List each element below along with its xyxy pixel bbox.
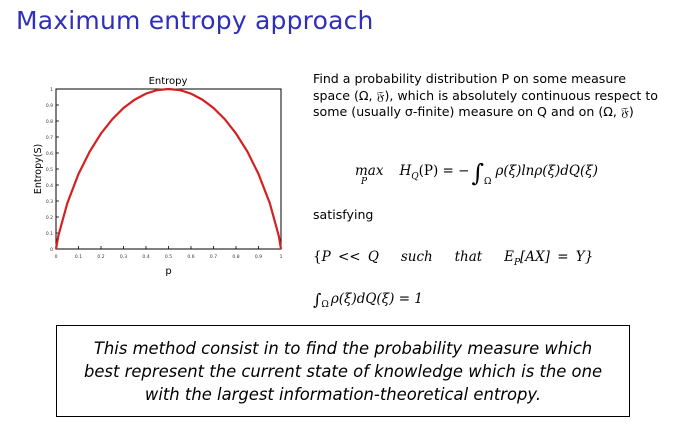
y-tick-label: 0.3 — [46, 199, 53, 205]
y-tick-label: 0.5 — [46, 167, 53, 173]
y-tick-label: 0 — [50, 247, 53, 253]
objective-argument: (P) = − — [418, 163, 470, 179]
constraint-p: P — [321, 249, 331, 265]
entropy-chart: Entropy 0 0.1 0.2 0.3 0.4 0.5 0.6 0.7 0.8 0.9 1 0 0… — [32, 72, 288, 284]
x-tick-label: 0 — [55, 254, 58, 260]
max-subscript: P — [361, 177, 368, 187]
entropy-subscript: Q — [411, 172, 419, 182]
x-axis-label: p — [165, 266, 171, 277]
description-text: Find a probability distribution P on som… — [313, 71, 658, 119]
plot-frame — [55, 88, 282, 250]
y-tick-label: 0.6 — [46, 151, 53, 157]
constraint-ll: << — [337, 249, 361, 265]
chart-title: Entropy — [149, 76, 188, 87]
constraint-q: Q — [367, 249, 379, 265]
entropy-symbol: H — [399, 163, 412, 179]
y-tick-label: 1 — [50, 87, 53, 93]
y-tick-label: 0.8 — [46, 119, 53, 125]
x-tick-label: 0.6 — [187, 254, 194, 260]
y-tick-label: 0.1 — [46, 231, 53, 237]
x-tick-label: 0.3 — [120, 254, 127, 260]
constraint-brace: { — [313, 249, 322, 265]
normalization-equation: ∫Ω ρ(ξ)dQ(ξ) = 1 — [313, 290, 423, 310]
entropy-chart-svg: Entropy 0 0.1 0.2 0.3 0.4 0.5 0.6 0.7 0.8 0.9 1 0 0… — [33, 76, 283, 277]
y-tick-label: 0.7 — [46, 135, 53, 141]
max-operator: max — [355, 163, 384, 179]
norm-integral-domain: Ω — [321, 300, 329, 310]
summary-text: This method consist in to find the proba… — [83, 338, 603, 404]
constraint-such: such — [400, 249, 433, 265]
y-tick-label: 0.2 — [46, 215, 53, 221]
satisfying-label: satisfying — [313, 207, 374, 222]
objective-equation: max P HQ(P) = −∫Ωρ(ξ)lnρ(ξ)dQ(ξ) — [355, 159, 598, 187]
objective-integrand: ρ(ξ)lnρ(ξ)dQ(ξ) — [495, 163, 598, 179]
x-tick-label: 0.9 — [255, 254, 262, 260]
norm-integral-sign: ∫ — [313, 290, 322, 309]
entropy-curve — [54, 87, 283, 250]
norm-integrand: ρ(ξ)dQ(ξ) = 1 — [330, 291, 423, 307]
expectation-subscript: P — [513, 258, 521, 268]
integral-domain: Ω — [483, 177, 492, 187]
x-tick-label: 0.2 — [97, 254, 104, 260]
constraint-equation: {P << Q such that EP[AX] = Y} — [313, 249, 594, 268]
y-tick-label: 0.4 — [46, 183, 53, 189]
expectation-symbol: E — [504, 249, 514, 265]
constraint-rest: [AX] = Y} — [520, 249, 594, 265]
x-tick-label: 0.1 — [75, 254, 82, 260]
x-tick-label: 0.7 — [210, 254, 217, 260]
slide-title: Maximum entropy approach — [16, 6, 374, 35]
summary-box: This method consist in to find the proba… — [56, 325, 630, 417]
integral-sign: ∫ — [471, 159, 484, 187]
x-tick-label: 0.4 — [142, 254, 149, 260]
constraint-that: that — [454, 249, 483, 265]
y-tick-label: 0.9 — [46, 103, 53, 109]
x-tick-label: 0.5 — [165, 254, 172, 260]
x-tick-label: 1 — [280, 254, 283, 260]
x-tick-label: 0.8 — [232, 254, 239, 260]
y-axis-label: Entropy(S) — [33, 144, 44, 194]
